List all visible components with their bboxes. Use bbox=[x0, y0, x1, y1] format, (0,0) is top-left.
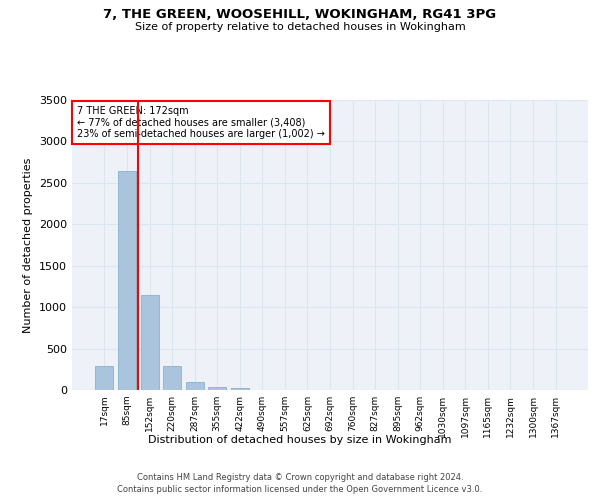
Text: Contains HM Land Registry data © Crown copyright and database right 2024.: Contains HM Land Registry data © Crown c… bbox=[137, 472, 463, 482]
Bar bbox=[140, 295, 158, 390]
Bar bbox=[208, 387, 226, 390]
Bar bbox=[163, 366, 181, 390]
Text: Contains public sector information licensed under the Open Government Licence v3: Contains public sector information licen… bbox=[118, 485, 482, 494]
Bar bbox=[185, 382, 204, 390]
Text: Size of property relative to detached houses in Wokingham: Size of property relative to detached ho… bbox=[134, 22, 466, 32]
Text: 7 THE GREEN: 172sqm
← 77% of detached houses are smaller (3,408)
23% of semi-det: 7 THE GREEN: 172sqm ← 77% of detached ho… bbox=[77, 106, 325, 139]
Text: Distribution of detached houses by size in Wokingham: Distribution of detached houses by size … bbox=[148, 435, 452, 445]
Bar bbox=[231, 388, 249, 390]
Text: 7, THE GREEN, WOOSEHILL, WOKINGHAM, RG41 3PG: 7, THE GREEN, WOOSEHILL, WOKINGHAM, RG41… bbox=[103, 8, 497, 20]
Bar bbox=[95, 366, 113, 390]
Bar bbox=[118, 172, 136, 390]
Y-axis label: Number of detached properties: Number of detached properties bbox=[23, 158, 34, 332]
